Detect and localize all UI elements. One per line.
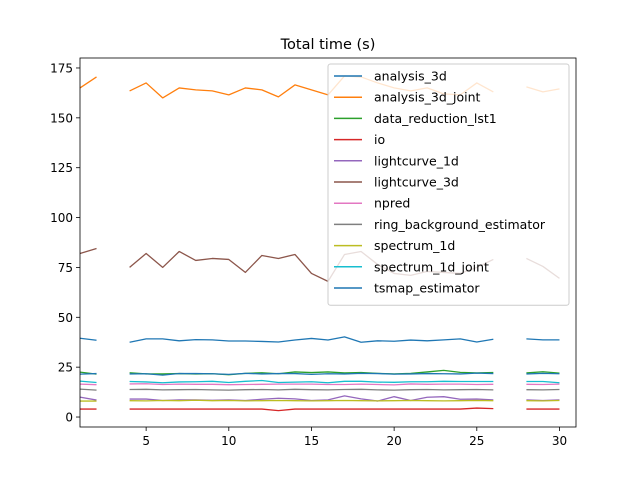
x-axis: 5 10 15 20 25 30 [142, 427, 567, 448]
series-line-spectrum-1d-joint [79, 379, 560, 384]
series-line-ring-background-estimator [79, 388, 560, 391]
legend-label: ring_background_estimator [374, 217, 546, 232]
x-tick-label: 15 [304, 434, 319, 448]
legend-label: analysis_3d [374, 69, 447, 84]
x-tick-label: 25 [469, 434, 484, 448]
series-line-analysis-3d [79, 336, 560, 343]
legend-label: lightcurve_1d [374, 153, 459, 168]
y-axis: 0 25 50 75 100 125 150 175 [50, 61, 80, 425]
legend-label: spectrum_1d_joint [374, 259, 489, 274]
x-tick-label: 30 [552, 434, 567, 448]
axes-frame [79, 57, 577, 428]
legend: analysis_3d analysis_3d_joint data_reducti… [327, 63, 570, 306]
legend-label: spectrum_1d [374, 238, 455, 253]
y-tick-label: 175 [50, 61, 73, 75]
series-line-npred [79, 383, 560, 386]
y-tick-label: 75 [58, 261, 73, 275]
x-tick-label: 10 [221, 434, 236, 448]
series-line-io [80, 407, 560, 412]
y-tick-label: 125 [50, 161, 73, 175]
series-line-tsmap-estimator [79, 372, 560, 376]
legend-label: npred [374, 196, 410, 211]
x-tick-label: 5 [142, 434, 150, 448]
y-tick-label: 0 [65, 411, 73, 425]
x-tick-label: 20 [386, 434, 401, 448]
y-tick-label: 50 [58, 311, 73, 325]
series-line-spectrum-1d [80, 399, 560, 402]
legend-label: io [374, 132, 385, 147]
legend-box [327, 63, 570, 306]
chart-title: Total time (s) [280, 37, 376, 53]
y-tick-label: 25 [58, 361, 73, 375]
legend-label: tsmap_estimator [374, 281, 480, 296]
legend-label: lightcurve_3d [374, 175, 459, 190]
legend-label: data_reduction_lst1 [374, 111, 497, 126]
y-tick-label: 150 [50, 111, 73, 125]
y-tick-label: 100 [50, 211, 73, 225]
legend-label: analysis_3d_joint [374, 90, 481, 105]
